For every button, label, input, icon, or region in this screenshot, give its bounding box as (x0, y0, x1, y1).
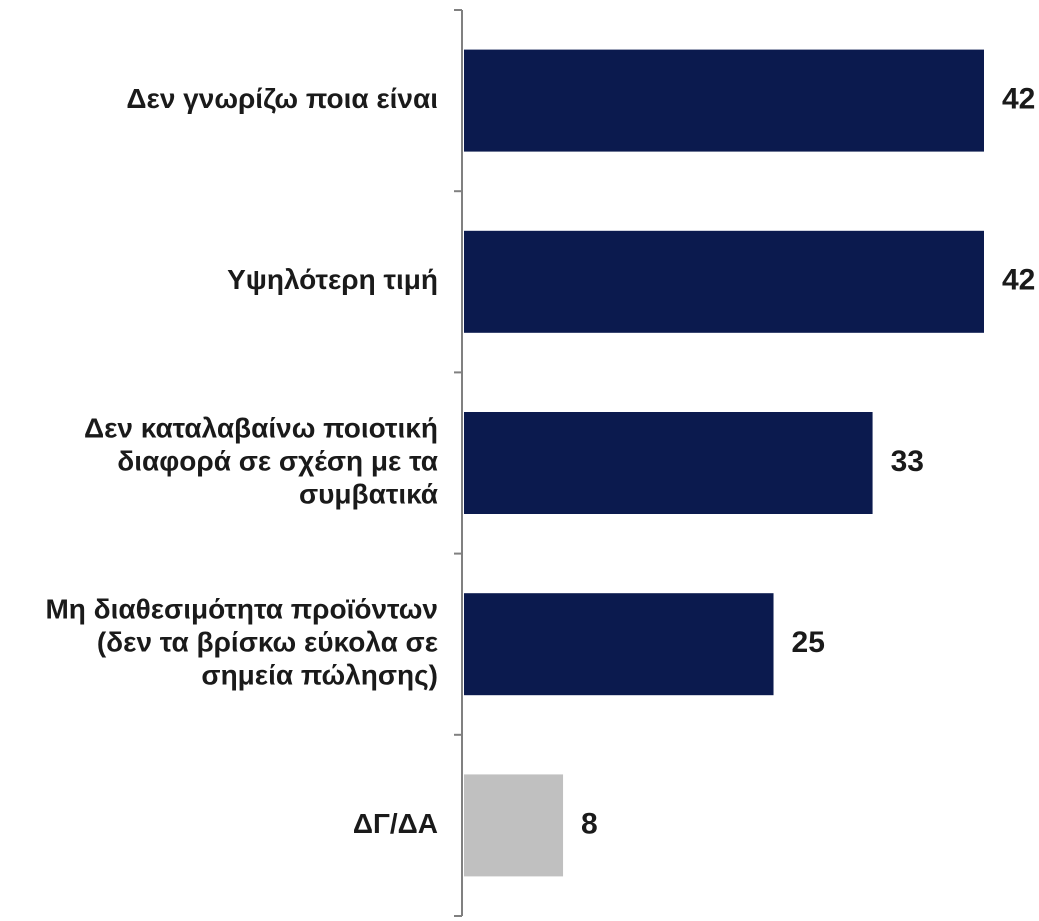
category-axis (454, 9, 463, 917)
bars (464, 49, 984, 877)
data-label: 42 (1002, 264, 1035, 297)
value-labels: 42 42 33 25 8 (581, 83, 1035, 841)
category-label: Δεν καταλαβαίνω ποιοτική διαφορά σε σχέση… (84, 412, 438, 509)
category-label-line: (δεν τα βρίσκω εύκολα σε (97, 627, 438, 658)
category-label-line: Δεν καταλαβαίνω ποιοτική (84, 412, 438, 443)
category-label: Υψηλότερη τιμή (227, 264, 438, 295)
bar (464, 49, 984, 152)
category-label-line: Μη διαθεσιμότητα προϊόντων (45, 594, 438, 625)
category-label-line: διαφορά σε σχέση με τα (117, 445, 438, 476)
bar (464, 593, 774, 696)
category-label: Δεν γνωρίζω ποια είναι (126, 83, 438, 114)
category-label-line: συμβατικά (299, 478, 438, 509)
bar (464, 230, 984, 333)
data-label: 8 (581, 807, 598, 840)
data-label: 42 (1002, 83, 1035, 116)
data-label: 25 (792, 626, 825, 659)
category-label-line: σημεία πώλησης) (201, 660, 438, 691)
category-label: Μη διαθεσιμότητα προϊόντων (δεν τα βρίσκω… (45, 594, 438, 691)
bar (464, 412, 873, 514)
category-label-line: Υψηλότερη τιμή (227, 264, 438, 295)
category-label-line: Δεν γνωρίζω ποια είναι (126, 83, 438, 114)
category-label-line: ΔΓ/ΔΑ (353, 808, 438, 839)
category-label: ΔΓ/ΔΑ (353, 808, 438, 839)
category-labels: Δεν γνωρίζω ποια είναι Υψηλότερη τιμή Δεν … (45, 83, 438, 839)
bar (464, 774, 564, 877)
data-label: 33 (891, 445, 924, 478)
